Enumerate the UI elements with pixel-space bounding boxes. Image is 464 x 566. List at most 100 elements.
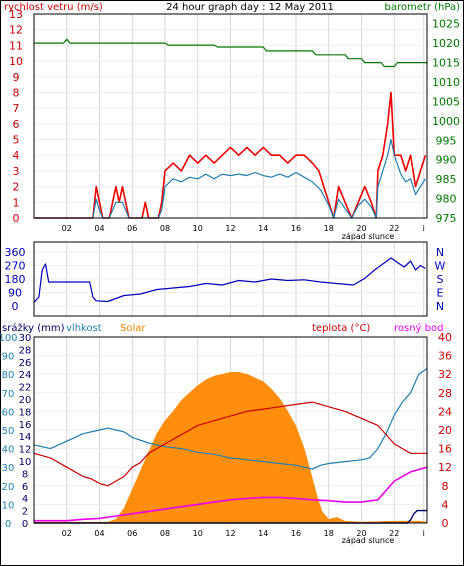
- rain-tick-2: 4: [22, 494, 28, 505]
- barometer-axis: 975 980 985 990 995 1000 1005 1010 1015 1020 1025: [432, 18, 460, 225]
- temperature-axis: 0 4 8 12 16 20 24 28 32 36 40: [438, 331, 452, 530]
- series-dew: [34, 466, 428, 522]
- rain-axis-title: srážky (mm): [2, 322, 65, 334]
- x-tick-label-1: 04: [94, 224, 104, 233]
- humidity-tick-8: 80: [2, 370, 15, 381]
- dew-point-legend-label: rosný bod: [394, 322, 443, 334]
- wind-tick-10: 10: [9, 55, 23, 68]
- chart-title: 24 hour graph day : 12 May 2011: [166, 2, 334, 13]
- humidity-tick-1: 10: [2, 500, 15, 511]
- wind-axis-title: rychlost vetru (m/s): [4, 2, 103, 13]
- baro-tick-10: 1025: [432, 18, 460, 31]
- wind-tick-5: 5: [13, 134, 20, 147]
- temperature-axis-title: teplota (°C): [312, 323, 370, 334]
- compass-tick-2: S: [437, 273, 444, 286]
- wind-tick-3: 3: [13, 165, 20, 178]
- temperature-tick-4: 16: [438, 443, 452, 456]
- compass-tick-0: N: [436, 246, 444, 259]
- x-tick-label-7: 16: [291, 529, 301, 538]
- x-tick-label-0: 02: [62, 224, 72, 233]
- rain-tick-4: 8: [22, 469, 28, 480]
- wind-tick-13: 13: [9, 8, 23, 21]
- wind-tick-11: 11: [9, 39, 23, 52]
- bottom-plot-frame: [33, 336, 428, 524]
- baro-tick-0: 975: [436, 212, 457, 225]
- rain-tick-15: 30: [19, 333, 32, 344]
- temperature-tick-6: 24: [438, 405, 452, 418]
- x-tick-label-0: 02: [62, 529, 72, 538]
- x-tick-label-8: 18: [324, 224, 334, 233]
- humidity-axis-title: vlhkost: [66, 323, 102, 334]
- rain-tick-10: 20: [19, 395, 32, 406]
- temperature-tick-0: 0: [442, 517, 449, 530]
- baro-tick-7: 1010: [432, 76, 460, 89]
- x-tick-label-2: 06: [127, 224, 137, 233]
- series-humidity: [33, 368, 428, 470]
- x-tick-label-10: 22: [389, 224, 399, 233]
- humidity-tick-7: 70: [2, 389, 15, 400]
- rain-tick-0: 0: [22, 519, 28, 530]
- x-tick-label-3: 08: [160, 529, 170, 538]
- x-tick-label-3: 08: [160, 224, 170, 233]
- wind-tick-0: 0: [13, 212, 20, 225]
- top-time-axis: 02 04 06 08 10 12 14 16 18 20 22 i: [62, 224, 425, 233]
- baro-tick-8: 1015: [432, 57, 460, 70]
- baro-tick-6: 1005: [432, 95, 460, 108]
- sunset-label-bottom: západ slunce: [342, 536, 395, 545]
- barometer-axis-title: barometr (hPa): [385, 2, 461, 13]
- baro-tick-3: 990: [436, 154, 457, 167]
- series-temp: [33, 401, 427, 487]
- humidity-tick-0: 0: [5, 519, 11, 530]
- x-tick-label-6: 14: [258, 529, 268, 538]
- temperature-tick-3: 12: [438, 461, 452, 474]
- series-avg: [34, 138, 426, 219]
- humidity-tick-6: 60: [2, 407, 15, 418]
- wind-tick-12: 12: [9, 24, 23, 37]
- x-tick-label-4: 10: [193, 529, 203, 538]
- rain-tick-6: 12: [19, 445, 32, 456]
- temperature-tick-10: 40: [438, 331, 452, 344]
- x-tick-label-5: 12: [225, 224, 235, 233]
- baro-tick-5: 1000: [432, 115, 460, 128]
- direction-tick-3: 270: [5, 260, 26, 273]
- wind-tick-8: 8: [13, 86, 20, 99]
- compass-tick-3: E: [437, 287, 444, 300]
- wind-tick-7: 7: [13, 102, 20, 115]
- baro-tick-4: 995: [436, 134, 457, 147]
- rain-tick-7: 14: [19, 432, 32, 443]
- top-plot-frame: [33, 13, 428, 219]
- baro-tick-9: 1020: [432, 37, 460, 50]
- mid-grid: [34, 242, 427, 316]
- x-tick-label-2: 06: [127, 529, 137, 538]
- rain-tick-9: 18: [19, 407, 32, 418]
- wind-tick-9: 9: [13, 71, 20, 84]
- wind-tick-2: 2: [13, 181, 20, 194]
- direction-tick-1: 90: [8, 287, 22, 300]
- temperature-panel: srážky (mm) vlhkost Solar teplota (°C) r…: [0, 322, 452, 545]
- x-tick-label-6: 14: [258, 224, 268, 233]
- humidity-axis: 0 10 20 30 40 50 60 70 80 90 100: [0, 333, 18, 530]
- x-tick-label-8: 18: [324, 529, 334, 538]
- rain-tick-8: 16: [19, 420, 32, 431]
- series-solar: [33, 372, 428, 524]
- top-series: [34, 38, 427, 219]
- compass-tick-4: N: [436, 300, 444, 313]
- rain-tick-5: 10: [19, 457, 32, 468]
- x-tick-label-10: 22: [389, 529, 399, 538]
- baro-tick-2: 985: [436, 173, 457, 186]
- rain-tick-12: 24: [19, 370, 32, 381]
- temperature-tick-7: 28: [438, 387, 452, 400]
- rain-tick-1: 2: [22, 507, 28, 518]
- direction-tick-4: 360: [5, 246, 26, 259]
- series-gust: [34, 91, 427, 219]
- temperature-tick-9: 36: [438, 350, 452, 363]
- temperature-tick-5: 20: [438, 424, 452, 437]
- series-baro: [34, 38, 427, 68]
- direction-tick-2: 180: [5, 273, 26, 286]
